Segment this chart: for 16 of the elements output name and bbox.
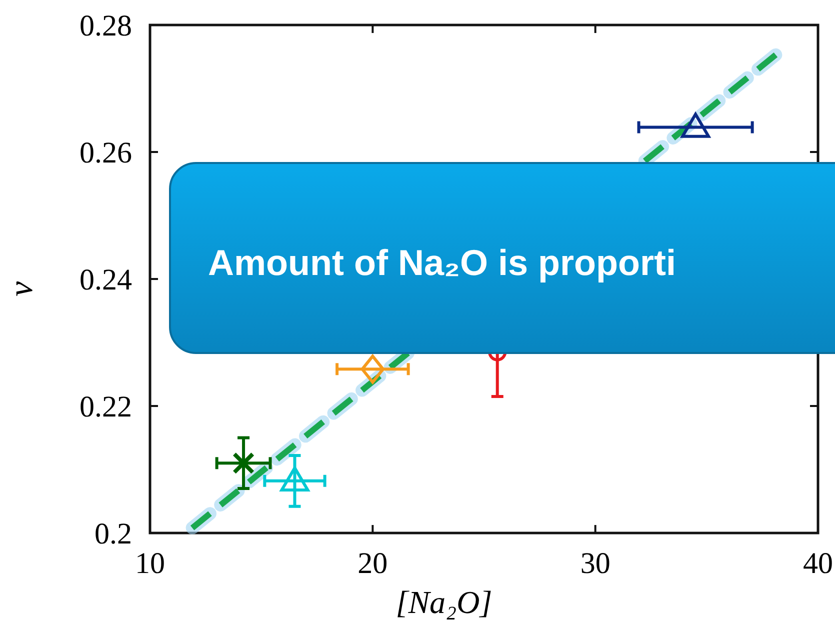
y-tick-label: 0.28 <box>80 10 132 42</box>
y-tick-label: 0.22 <box>80 390 132 424</box>
x-tick-label: 30 <box>580 547 610 580</box>
point <box>681 112 710 138</box>
x-tick-label: 40 <box>803 547 833 580</box>
x-tick-label: 20 <box>358 547 388 580</box>
callout-box: Amount of Na₂O is proporti <box>169 162 835 354</box>
point <box>360 354 385 384</box>
point <box>232 452 255 474</box>
y-tick-label: 0.2 <box>94 518 132 550</box>
y-axis-title: ν <box>3 280 40 297</box>
y-tick-label: 0.24 <box>80 264 132 296</box>
x-tick-label: 10 <box>135 547 165 580</box>
annotation: Amount of Na₂O is proporti <box>208 242 676 283</box>
x-axis-title: [Na₂O] <box>396 584 492 620</box>
y-tick-label: 0.26 <box>80 136 132 170</box>
